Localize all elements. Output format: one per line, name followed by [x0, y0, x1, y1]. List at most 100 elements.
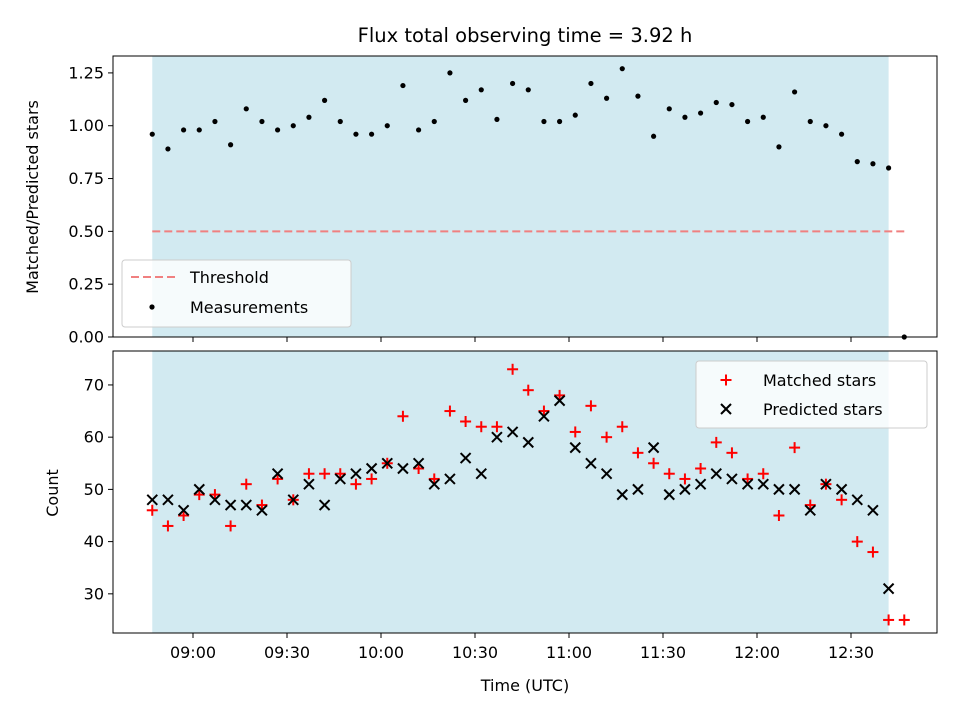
predicted-point-b: [162, 494, 174, 506]
measurement-point: [760, 114, 766, 120]
matched-point: [757, 468, 769, 480]
top-legend-box: [121, 259, 352, 328]
matched-point: [898, 614, 910, 626]
x-tick-label: 09:00: [170, 643, 216, 662]
predicted-point-b: [632, 483, 644, 496]
bottom-legend-box: [695, 360, 928, 429]
matched-point: [710, 436, 722, 448]
matched-point: [804, 499, 816, 511]
x-axis-label: Time (UTC): [480, 676, 569, 695]
matched-point: [742, 473, 754, 485]
matched-point: [883, 614, 895, 626]
predicted-point-b: [820, 478, 832, 490]
matched-point: [569, 426, 581, 438]
matched-point: [491, 421, 503, 433]
predicted-point: [146, 494, 158, 506]
predicted-point-b: [788, 483, 801, 496]
predicted-point-b: [882, 582, 895, 595]
matched-point: [616, 421, 628, 433]
measurement-point: [604, 95, 610, 101]
top-x-ticks: [192, 337, 852, 342]
legend-measurements-marker: [149, 304, 155, 310]
predicted-point-b: [538, 410, 550, 422]
matched-point: [663, 468, 675, 480]
predicted-point-b: [146, 494, 158, 506]
measurement-points: [149, 66, 907, 340]
measurement-point: [259, 118, 265, 125]
predicted-point: [444, 473, 456, 485]
legend-matched-label: Matched stars: [763, 371, 876, 390]
measurement-point: [525, 87, 531, 93]
legend-cross-b: [720, 403, 732, 415]
bottom-y-tick-label: 70: [84, 375, 104, 394]
matched-point: [601, 431, 613, 443]
measurement-point: [651, 133, 657, 139]
predicted-point: [882, 582, 895, 595]
predicted-point: [663, 488, 675, 501]
predicted-point-b: [412, 457, 425, 469]
matched-point: [397, 410, 409, 422]
top-y-tick-label: 1.25: [68, 63, 104, 82]
predicted-point-b: [475, 468, 487, 480]
predicted-point-b: [663, 488, 675, 501]
predicted-point: [757, 478, 769, 490]
measurement-point: [212, 118, 218, 125]
predicted-point-b: [177, 504, 190, 516]
matched-point: [178, 510, 190, 521]
matched-point: [836, 494, 848, 506]
matched-point: [162, 520, 174, 532]
measurement-point: [509, 80, 516, 87]
predicted-point: [271, 468, 284, 480]
bottom-axes-frame: [112, 350, 938, 634]
measurement-point: [666, 106, 672, 112]
predicted-point-b: [773, 483, 785, 496]
bottom-panel: 09:00 09:30 10:00 10:30 11:00 11:30 12:00 12:30…: [43, 350, 938, 662]
legend-threshold-label: Threshold: [189, 268, 269, 287]
predicted-point: [600, 468, 613, 480]
predicted-point: [381, 457, 393, 469]
bottom-y-axis-label: Count: [43, 469, 62, 517]
measurement-point: [275, 127, 281, 133]
predicted-point: [616, 488, 628, 501]
predicted-point: [726, 473, 738, 485]
measurement-point: [541, 118, 547, 125]
predicted-point: [475, 468, 487, 480]
measurement-point: [494, 116, 500, 122]
top-y-ticks: 0.00 0.25 0.50 0.75 1.00 1.25: [68, 63, 113, 347]
predicted-point-b: [428, 478, 440, 490]
bottom-y-tick-label: 30: [84, 584, 104, 603]
x-tick-label: 11:00: [546, 643, 592, 662]
bottom-y-tick-label: 50: [84, 480, 104, 499]
predicted-point-b: [271, 468, 284, 480]
predicted-point-b: [334, 473, 346, 485]
measurement-point: [839, 131, 845, 137]
measurement-point: [792, 89, 798, 95]
x-tick-label: 12:00: [734, 643, 780, 662]
predicted-point: [585, 457, 597, 469]
predicted-point: [835, 483, 848, 496]
matched-point: [554, 389, 566, 401]
legend-predicted-label: Predicted stars: [763, 400, 883, 419]
measurement-point: [400, 82, 406, 89]
measurement-point: [823, 123, 829, 129]
top-legend: Threshold Measurements: [121, 259, 352, 328]
predicted-point-b: [600, 468, 613, 480]
predicted-point-b: [647, 441, 660, 454]
predicted-point-b: [835, 483, 848, 496]
measurement-point: [886, 165, 892, 171]
matched-point: [350, 478, 362, 490]
predicted-point-b: [287, 494, 299, 506]
matched-points: [146, 363, 910, 626]
x-tick-label: 10:30: [452, 643, 498, 662]
matched-point: [334, 468, 346, 480]
predicted-point-b: [240, 499, 252, 511]
matched-point: [507, 363, 519, 375]
predicted-point-b: [350, 468, 362, 480]
matched-point: [146, 504, 158, 516]
matched-point: [538, 405, 550, 417]
predicted-point: [867, 504, 879, 516]
legend-measurements-label: Measurements: [190, 298, 308, 317]
matched-point: [272, 473, 284, 485]
measurement-point: [416, 127, 422, 133]
measurement-point: [165, 146, 171, 152]
